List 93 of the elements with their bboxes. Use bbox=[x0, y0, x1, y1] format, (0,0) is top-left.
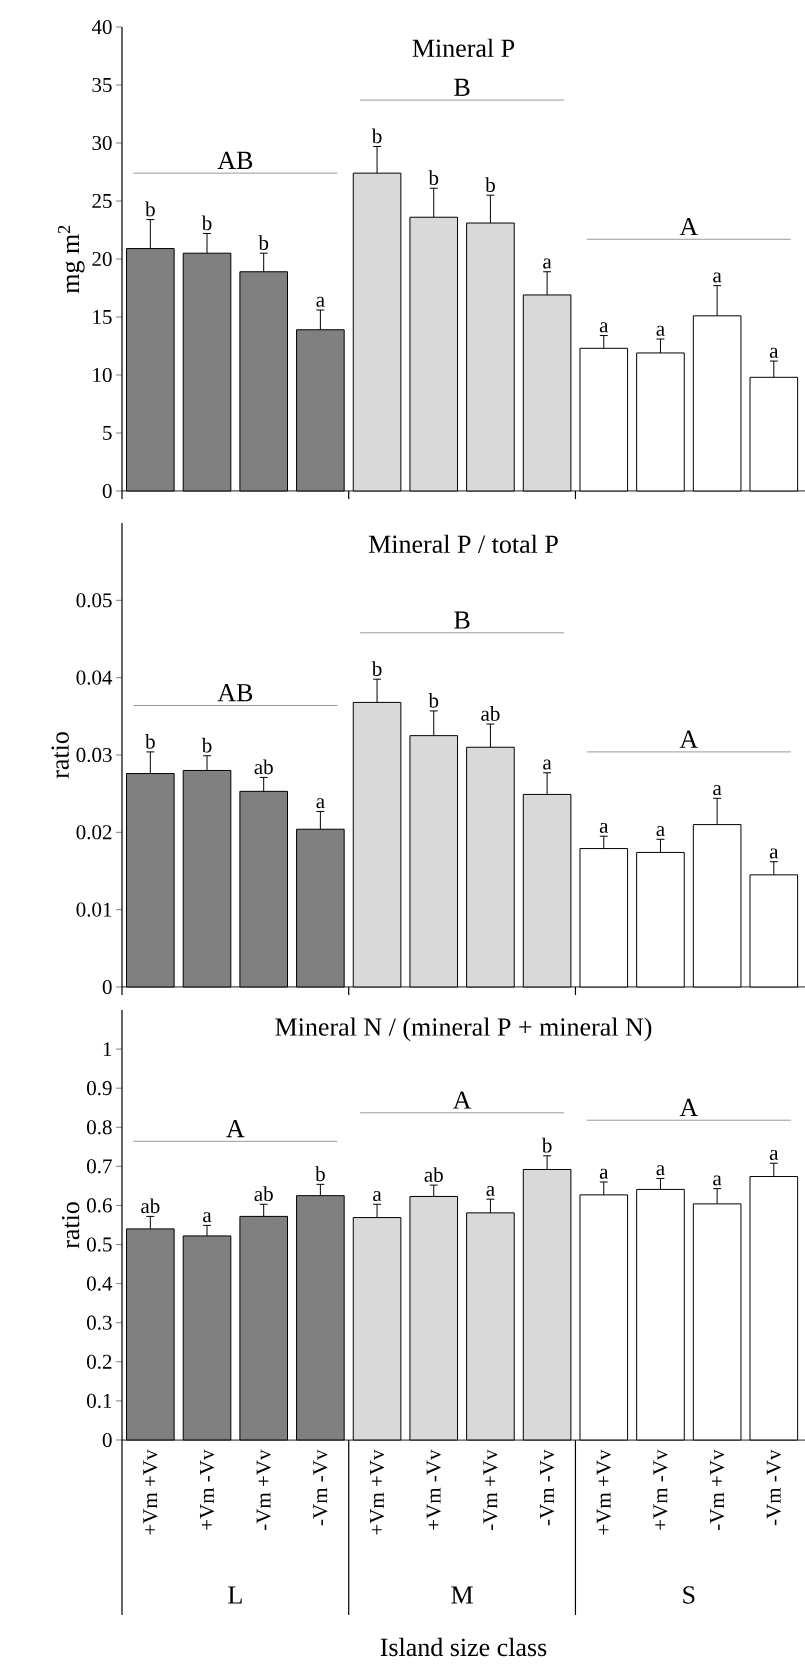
annotation: B bbox=[454, 78, 470, 96]
data-label: b bbox=[145, 733, 155, 749]
y-tick-label: 0.01 bbox=[76, 902, 112, 917]
data-label: a bbox=[769, 848, 779, 859]
data-label: a bbox=[713, 785, 722, 796]
x-axis-title: Island size class bbox=[380, 1637, 547, 1657]
data-label: a bbox=[656, 826, 665, 837]
data-label: b bbox=[541, 1137, 552, 1153]
data-label: a bbox=[316, 296, 325, 307]
data-label: b bbox=[145, 201, 155, 217]
data-label: b bbox=[485, 177, 495, 192]
y-tick-label: 0 bbox=[102, 483, 112, 499]
y-axis-title: ratio bbox=[61, 1202, 80, 1249]
chart-title: Mineral N / (mineral P + mineral N) bbox=[275, 1017, 652, 1042]
y-tick-label: 0.02 bbox=[76, 825, 112, 840]
x-tick-label: -Vm -Vv bbox=[313, 1449, 328, 1526]
x-tick-label: -Vm -Vv bbox=[766, 1449, 781, 1526]
y-tick-label: 0.3 bbox=[87, 1315, 112, 1330]
y-tick-label: 0 bbox=[102, 1432, 112, 1448]
data-label: b bbox=[258, 235, 269, 250]
x-tick-label: +Vm -Vv bbox=[426, 1449, 441, 1530]
data-label: a bbox=[599, 322, 609, 333]
y-tick-label: 0.4 bbox=[87, 1276, 113, 1291]
x-tick-label: +Vm -Vv bbox=[653, 1449, 668, 1530]
y-tick-label: 15 bbox=[93, 309, 112, 325]
y-tick-label: 0.8 bbox=[87, 1120, 112, 1135]
y-tick-label: 0.04 bbox=[76, 670, 113, 685]
y-tick-label: 0.5 bbox=[87, 1237, 112, 1252]
annotation: A bbox=[679, 217, 698, 236]
x-tick-label: -Vm +Vv bbox=[256, 1449, 271, 1530]
y-tick-label: 0.6 bbox=[87, 1198, 112, 1213]
y-tick-label: 10 bbox=[93, 367, 112, 383]
chart-title: Mineral P bbox=[412, 38, 515, 58]
data-label: a bbox=[656, 1165, 665, 1176]
data-label: ab bbox=[424, 1167, 443, 1182]
x-tick-label: +Vm +Vv bbox=[143, 1449, 158, 1535]
data-label: ab bbox=[481, 706, 500, 721]
y-axis-title: ratio bbox=[51, 732, 69, 779]
data-label: a bbox=[599, 822, 609, 833]
annotation: AB bbox=[217, 151, 253, 169]
y-tick-label: 30 bbox=[92, 135, 112, 151]
y-tick-label: 0.2 bbox=[87, 1354, 112, 1369]
data-label: a bbox=[373, 1191, 382, 1202]
y-tick-label: 1 bbox=[103, 1042, 112, 1057]
text: L bbox=[228, 1586, 242, 1604]
y-tick-label: 5 bbox=[103, 426, 112, 440]
data-label: b bbox=[201, 215, 212, 231]
y-tick-label: 40 bbox=[91, 19, 112, 35]
data-label: a bbox=[713, 272, 722, 283]
y-tick-label: 0.9 bbox=[87, 1081, 112, 1096]
y-tick-label: 0.1 bbox=[87, 1393, 112, 1409]
text: S bbox=[683, 1586, 695, 1604]
annotation: A bbox=[679, 730, 698, 748]
text: M bbox=[451, 1586, 473, 1604]
y-tick-label: 35 bbox=[92, 77, 112, 93]
data-label: b bbox=[315, 1166, 325, 1182]
y-tick-label: 20 bbox=[92, 251, 112, 267]
annotation: A bbox=[226, 1119, 245, 1138]
data-label: a bbox=[486, 1185, 495, 1196]
data-label: b bbox=[428, 170, 439, 186]
x-tick-label: +Vm -Vv bbox=[199, 1449, 215, 1530]
y-tick-label: 0.03 bbox=[76, 747, 112, 763]
data-label: b bbox=[201, 737, 212, 753]
annotation: AB bbox=[217, 684, 253, 702]
y-tick-label: 25 bbox=[92, 193, 112, 209]
annotation: B bbox=[454, 611, 470, 629]
data-label: b bbox=[428, 692, 439, 708]
data-label: a bbox=[599, 1168, 609, 1179]
data-label: a bbox=[713, 1175, 722, 1186]
y-tick-label: 0.05 bbox=[76, 593, 112, 608]
x-tick-label: -Vm -Vv bbox=[540, 1449, 555, 1526]
data-label: a bbox=[656, 325, 665, 336]
data-label: ab bbox=[254, 759, 273, 775]
y-tick-label: 0 bbox=[102, 979, 112, 995]
annotation: A bbox=[679, 1098, 698, 1117]
data-label: a bbox=[203, 1212, 212, 1223]
x-tick-label: +Vm +Vv bbox=[370, 1449, 385, 1535]
data-label: b bbox=[371, 661, 382, 676]
x-tick-label: -Vm +Vv bbox=[710, 1449, 725, 1530]
x-tick-label: -Vm +Vv bbox=[483, 1449, 498, 1530]
y-axis-title: mg m$^{2}$ bbox=[57, 225, 85, 294]
data-label: a bbox=[543, 759, 552, 770]
data-label: a bbox=[316, 798, 325, 809]
data-label: b bbox=[371, 128, 382, 144]
data-label: ab bbox=[254, 1186, 273, 1202]
annotation: A bbox=[452, 1091, 472, 1109]
chart-title: Mineral P / total P bbox=[368, 534, 558, 554]
y-tick-label: 0.7 bbox=[87, 1159, 112, 1174]
data-label: ab bbox=[141, 1198, 160, 1214]
x-tick-label: +Vm +Vv bbox=[596, 1449, 611, 1535]
data-label: a bbox=[769, 1149, 779, 1161]
data-label: a bbox=[543, 258, 552, 269]
data-label: a bbox=[769, 347, 779, 358]
